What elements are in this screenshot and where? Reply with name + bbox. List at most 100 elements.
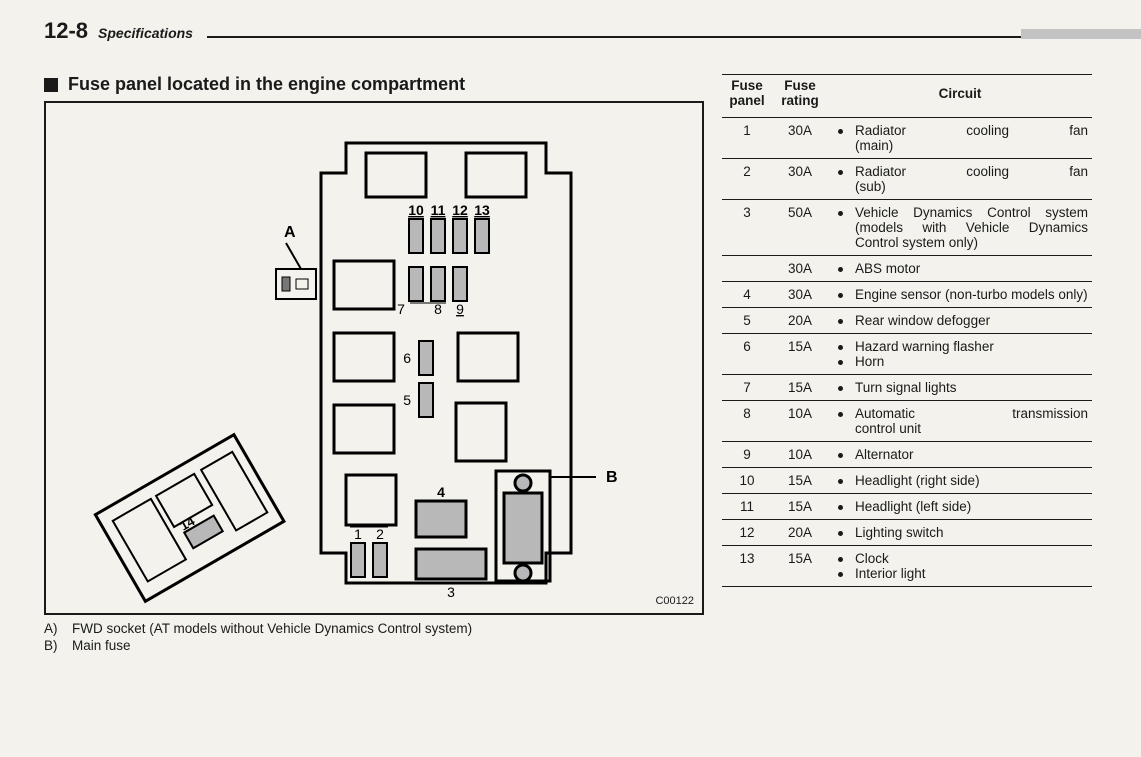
cell-panel — [722, 255, 772, 281]
table-row: 520A Rear window defogger — [722, 307, 1092, 333]
cell-circuit: Hazard warning flasherHorn — [828, 333, 1092, 374]
cell-panel: 7 — [722, 374, 772, 400]
th-panel: Fuse panel — [722, 75, 772, 118]
bullet-icon — [838, 572, 843, 577]
cell-rating: 15A — [772, 333, 828, 374]
bullet-icon — [838, 267, 843, 272]
bullet-icon — [838, 386, 843, 391]
cell-rating: 30A — [772, 255, 828, 281]
cell-rating: 15A — [772, 374, 828, 400]
cell-panel: 3 — [722, 199, 772, 255]
circuit-text: Engine sensor (non-turbo models only) — [855, 287, 1088, 302]
fuse-table: Fuse panel Fuse rating Circuit 130ARadia… — [722, 74, 1092, 587]
section-title-text: Fuse panel located in the engine compart… — [68, 74, 465, 95]
cell-panel: 13 — [722, 545, 772, 586]
cell-circuit: Turn signal lights — [828, 374, 1092, 400]
bullet-icon — [838, 453, 843, 458]
cell-rating: 15A — [772, 467, 828, 493]
cell-panel: 12 — [722, 519, 772, 545]
legend-key-b: B) — [44, 638, 72, 655]
circuit-text: ABS motor — [855, 261, 1088, 276]
fuse-label-5: 5 — [403, 392, 411, 408]
circuit-text: Headlight (left side) — [855, 499, 1088, 514]
fuse-label-1: 1 — [354, 526, 362, 542]
circuit-text: Hazard warning flasher — [855, 339, 1088, 354]
header-rule — [207, 29, 1141, 39]
cell-panel: 1 — [722, 117, 772, 158]
table-row: 230ARadiator cooling fan(sub) — [722, 158, 1092, 199]
table-row: 1015A Headlight (right side) — [722, 467, 1092, 493]
diagram-label-a: A — [284, 224, 296, 241]
page-section: Specifications — [98, 25, 193, 41]
cell-circuit: Alternator — [828, 441, 1092, 467]
table-row: 30A ABS motor — [722, 255, 1092, 281]
fuse-diagram: 10 11 12 13 7 8 9 — [44, 101, 704, 615]
fuse-label-10: 10 — [408, 202, 424, 218]
page-header: 12-8 Specifications — [0, 0, 1141, 44]
fuse-label-3: 3 — [447, 584, 455, 600]
circuit-text: Vehicle Dynamics Control system (models … — [855, 205, 1088, 250]
circuit-text: Clock — [855, 551, 1088, 566]
circuit-text: Radiator cooling fan(sub) — [855, 164, 1088, 194]
cell-rating: 15A — [772, 493, 828, 519]
circuit-text: Headlight (right side) — [855, 473, 1088, 488]
th-circuit: Circuit — [828, 75, 1092, 118]
bullet-icon — [838, 412, 843, 417]
fuse-label-11: 11 — [431, 202, 446, 218]
table-row: 1115A Headlight (left side) — [722, 493, 1092, 519]
cell-rating: 30A — [772, 158, 828, 199]
fuse-label-8: 8 — [434, 301, 442, 317]
table-row: 1315AClockInterior light — [722, 545, 1092, 586]
table-row: 430AEngine sensor (non-turbo models only… — [722, 281, 1092, 307]
cell-panel: 10 — [722, 467, 772, 493]
fuse-label-4: 4 — [437, 484, 445, 500]
cell-rating: 20A — [772, 519, 828, 545]
section-title: Fuse panel located in the engine compart… — [44, 74, 704, 95]
table-row: 615AHazard warning flasherHorn — [722, 333, 1092, 374]
cell-panel: 6 — [722, 333, 772, 374]
cell-circuit: Lighting switch — [828, 519, 1092, 545]
cell-rating: 20A — [772, 307, 828, 333]
fuse-label-7: 7 — [397, 301, 405, 317]
fuse-label-6: 6 — [403, 350, 411, 366]
bullet-icon — [838, 505, 843, 510]
bullet-icon — [838, 360, 843, 365]
table-row: 910AAlternator — [722, 441, 1092, 467]
circuit-text: Horn — [855, 354, 1088, 369]
bullet-icon — [838, 129, 843, 134]
cell-panel: 11 — [722, 493, 772, 519]
fuse-label-12: 12 — [452, 202, 468, 218]
diagram-label-b: B — [606, 469, 618, 486]
circuit-text: Turn signal lights — [855, 380, 1088, 395]
table-row: 810A Automatic transmissioncontrol unit — [722, 400, 1092, 441]
table-row: 130ARadiator cooling fan(main) — [722, 117, 1092, 158]
cell-rating: 30A — [772, 281, 828, 307]
cell-circuit: ABS motor — [828, 255, 1092, 281]
circuit-text: Alternator — [855, 447, 1088, 462]
fuse-label-13: 13 — [474, 202, 490, 218]
diagram-code: C00122 — [655, 595, 694, 607]
cell-panel: 9 — [722, 441, 772, 467]
circuit-text: Rear window defogger — [855, 313, 1088, 328]
th-rating: Fuse rating — [772, 75, 828, 118]
page-number: 12-8 — [44, 18, 88, 44]
fuse-label-2: 2 — [376, 526, 384, 542]
bullet-icon — [838, 293, 843, 298]
cell-panel: 8 — [722, 400, 772, 441]
bullet-icon — [838, 319, 843, 324]
bullet-icon — [838, 479, 843, 484]
bullet-icon — [838, 170, 843, 175]
cell-circuit: Headlight (left side) — [828, 493, 1092, 519]
cell-rating: 10A — [772, 400, 828, 441]
cell-panel: 5 — [722, 307, 772, 333]
table-row: 1220ALighting switch — [722, 519, 1092, 545]
fuse-diagram-svg: 10 11 12 13 7 8 9 — [46, 103, 702, 609]
legend-text-b: Main fuse — [72, 638, 131, 655]
cell-rating: 15A — [772, 545, 828, 586]
fuse-label-9: 9 — [456, 301, 464, 317]
circuit-text: Automatic transmissioncontrol unit — [855, 406, 1088, 436]
legend-key-a: A) — [44, 621, 72, 638]
bullet-icon — [838, 211, 843, 216]
bullet-icon — [838, 531, 843, 536]
bullet-icon — [838, 345, 843, 350]
